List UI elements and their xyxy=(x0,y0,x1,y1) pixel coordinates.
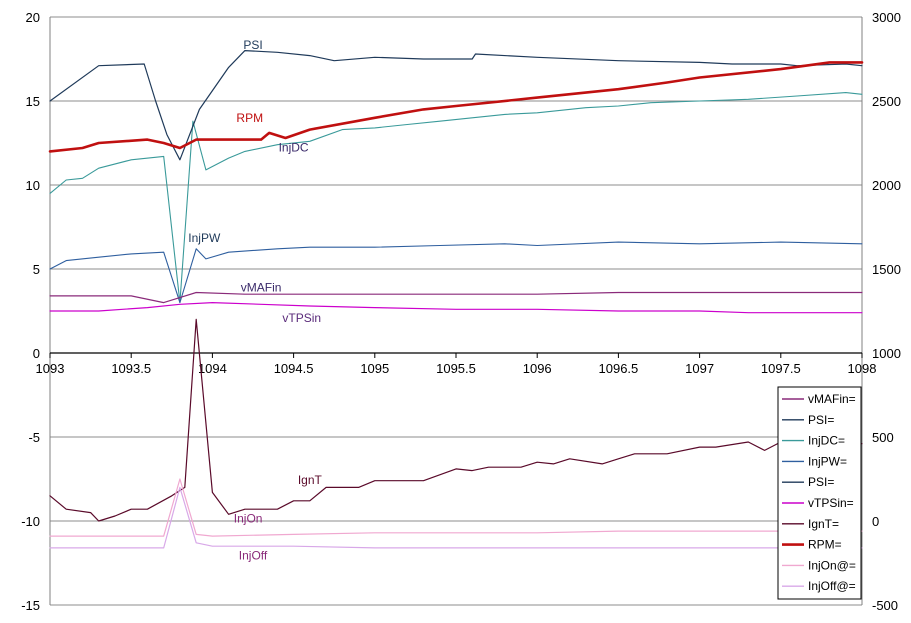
y-right-tick-label: 2500 xyxy=(872,94,901,109)
series-label-injdc: InjDC xyxy=(279,140,309,154)
series-line-ignt xyxy=(49,318,863,522)
legend-label: IgnT= xyxy=(808,517,839,531)
y-right-tick-label: 500 xyxy=(872,430,894,445)
y-right-tick-label: 2000 xyxy=(872,178,901,193)
y-left-tick-label: -15 xyxy=(21,598,40,613)
legend-label: vMAFin= xyxy=(808,392,856,406)
y-left-tick-label: 5 xyxy=(33,262,40,277)
y-left-tick-label: 0 xyxy=(33,346,40,361)
series-line-psi xyxy=(49,49,863,161)
x-tick-label: 1095 xyxy=(360,361,389,376)
x-tick-label: 1093 xyxy=(36,361,65,376)
y-left-tick-label: 20 xyxy=(26,10,40,25)
series-label-injoff: InjOff xyxy=(239,549,268,563)
series-label-rpm: RPM xyxy=(236,111,263,125)
y-right-tick-label: 3000 xyxy=(872,10,901,25)
y-right-tick-label: 0 xyxy=(872,514,879,529)
y-right-tick-label: 1500 xyxy=(872,262,901,277)
series-label-ignt: IgnT xyxy=(298,473,323,487)
series-line-vtpsin xyxy=(49,302,863,314)
series-label-injon: InjOn xyxy=(234,512,263,526)
series-line-injoff xyxy=(49,486,863,549)
legend-label: PSI= xyxy=(808,413,834,427)
series-label-vtpsin: vTPSin xyxy=(282,311,321,325)
legend-label: InjDC= xyxy=(808,434,845,448)
x-tick-label: 1094.5 xyxy=(274,361,314,376)
x-tick-label: 1097 xyxy=(685,361,714,376)
x-tick-label: 1096 xyxy=(523,361,552,376)
legend-label: InjOn@= xyxy=(808,558,856,572)
series-label-psi: PSI xyxy=(243,38,262,52)
series-label-injpw: InjPW xyxy=(188,231,221,245)
axes: 1093 1093.5 1094 1094.5 1095 1095.5 1096 1096.5… xyxy=(21,10,901,613)
series-line-injdc xyxy=(49,92,863,304)
legend-label: InjPW= xyxy=(808,454,847,468)
legend-label: RPM= xyxy=(808,538,842,552)
legend-label: InjOff@= xyxy=(808,579,856,593)
y-left-tick-label: -10 xyxy=(21,514,40,529)
legend-box xyxy=(777,386,862,600)
y-right-tick-label: -500 xyxy=(872,598,898,613)
x-tick-label: 1098 xyxy=(848,361,877,376)
y-right-tick-label: 1000 xyxy=(872,346,901,361)
y-left-tick-label: 15 xyxy=(26,94,40,109)
legend-label: PSI= xyxy=(808,475,834,489)
x-tick-label: 1095.5 xyxy=(436,361,476,376)
x-tick-label: 1097.5 xyxy=(761,361,801,376)
series-line-injon xyxy=(49,478,863,537)
legend-label: vTPSin= xyxy=(808,496,854,510)
legend: vMAFin= PSI= InjDC= InjPW= PSI= vTPSin= IgnT= R… xyxy=(777,386,862,600)
x-tick-label: 1094 xyxy=(198,361,227,376)
series-lines xyxy=(48,49,864,549)
x-tick-label: 1096.5 xyxy=(599,361,639,376)
series-line-rpm xyxy=(48,61,864,153)
series-annotations: PSI RPM InjDC InjPW vMAFin vTPSin IgnT InjOn Inj… xyxy=(188,38,322,563)
y-left-tick-label: 10 xyxy=(26,178,40,193)
series-line-vmafin xyxy=(49,291,863,304)
series-label-vmafin: vMAFin xyxy=(241,281,282,295)
series-line-injpw xyxy=(49,241,863,304)
y-left-tick-label: -5 xyxy=(28,430,40,445)
x-tick-label: 1093.5 xyxy=(111,361,151,376)
